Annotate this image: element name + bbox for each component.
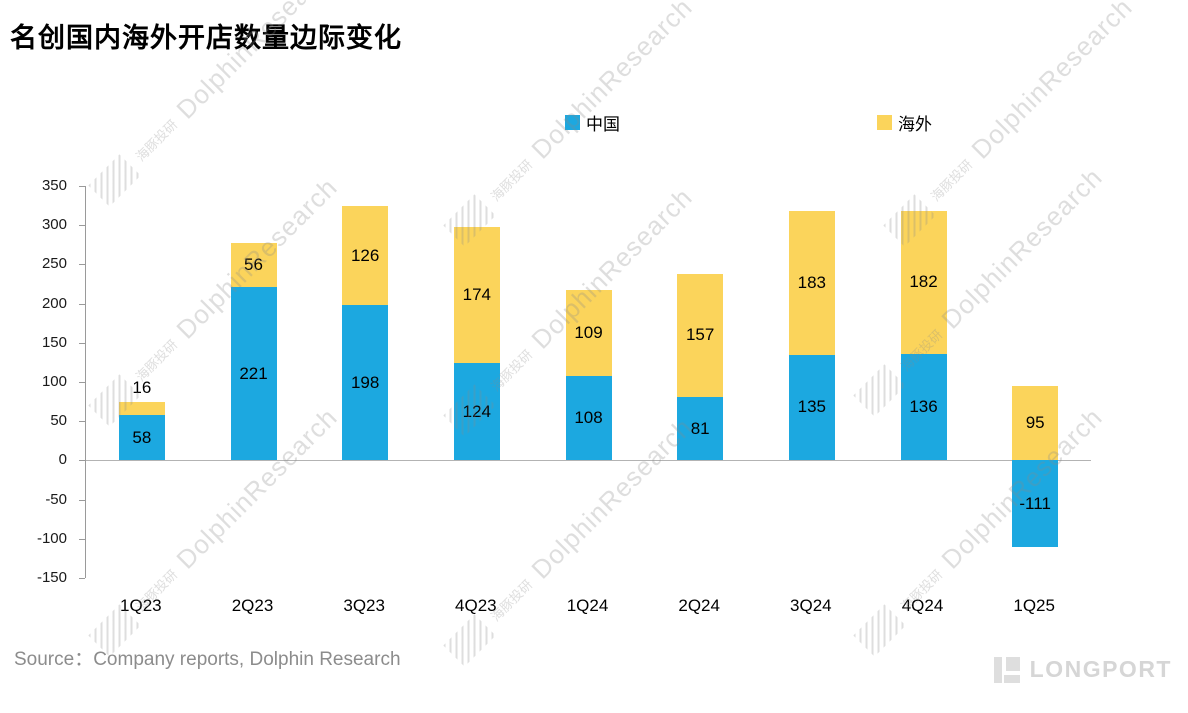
value-label-china-1Q24: 108 [574,408,603,428]
y-axis-label-250: 250 [41,255,67,273]
bar-segment-china-4Q23 [453,363,500,461]
watermark-en-text: DolphinResearch [525,0,698,165]
y-axis: 350 300 250 200 150 100 50 0 -50 -100 -150 [0,177,85,586]
legend-item-china: 中国 [565,110,620,135]
bar-segment-china-1Q25 [1012,460,1059,548]
value-label-overseas-3Q24: 183 [797,272,827,292]
y-axis-label-300: 300 [41,216,67,234]
value-label-china-4Q24: 136 [909,397,938,417]
longport-logo: LONGPORT [993,656,1172,683]
x-axis-label-3Q24: 3Q24 [790,596,832,615]
x-axis-label-1Q24: 1Q24 [566,596,609,615]
y-axis-tick [79,421,85,423]
y-axis-label-50: 50 [50,412,67,430]
y-axis-label--50: -50 [45,490,67,508]
zero-line [86,459,1091,461]
watermark-en-text: DolphinResearch [965,0,1138,165]
value-label-china-3Q23: 198 [350,372,380,392]
bar-segment-china-1Q23 [118,414,165,461]
bar-segment-overseas-1Q23 [118,402,165,415]
bar-segment-overseas-4Q24 [900,211,947,354]
bar-segment-china-3Q24 [788,354,835,461]
legend-label-overseas: 海外 [898,115,932,134]
legend-swatch-overseas-icon [877,115,892,130]
y-axis-tick [79,264,85,266]
value-label-overseas-3Q23: 126 [350,245,380,265]
value-label-china-2Q24: 81 [690,418,710,438]
value-label-china-1Q23: 58 [132,427,152,447]
y-axis-tick [79,460,85,462]
value-label-overseas-4Q24: 182 [909,272,938,292]
value-label-overseas-1Q23: 16 [132,378,152,398]
bar-segment-china-2Q23 [230,287,277,461]
y-axis-tick [79,342,85,344]
plot-area: 58 16 221 56 198 126 124 174 108 109 81 157 135 183 13… [85,186,1091,578]
legend-item-overseas: 海外 [877,110,932,135]
bar-segment-china-2Q24 [677,396,724,461]
x-axis-label-4Q24: 4Q24 [901,596,944,615]
value-label-overseas-1Q24: 109 [574,323,603,342]
value-label-china-1Q25: -111 [1019,493,1051,513]
bar-segment-overseas-1Q24 [565,290,612,376]
bar-segment-overseas-1Q25 [1012,385,1059,461]
source-text: Source：Company reports, Dolphin Research [14,649,401,670]
bar-segment-overseas-3Q24 [788,211,835,355]
legend-label-china: 中国 [586,115,620,134]
y-axis-label--150: -150 [36,569,67,586]
value-label-overseas-2Q23: 56 [244,255,263,275]
y-axis-label--100: -100 [36,529,67,547]
chart-title: 名创国内海外开店数量边际变化 [10,23,402,53]
y-axis-tick [79,499,85,501]
y-axis-tick [79,186,85,187]
x-axis-label-2Q23: 2Q23 [231,596,274,615]
bar-segment-overseas-2Q23 [230,243,277,288]
bar-segment-china-4Q24 [900,353,947,461]
y-axis-label-200: 200 [41,294,67,312]
value-label-overseas-2Q24: 157 [685,325,715,345]
y-axis-tick [79,538,85,540]
bar-segment-overseas-3Q23 [342,206,389,306]
x-axis-label-1Q25: 1Q25 [1013,596,1055,615]
y-axis-tick [79,382,85,383]
bar-segment-china-3Q23 [342,305,389,461]
y-axis-tick [79,303,85,305]
x-axis-label-2Q24: 2Q24 [678,596,720,615]
y-axis-label-100: 100 [41,373,67,390]
x-axis-label-3Q23: 3Q23 [343,596,385,615]
value-label-china-4Q23: 124 [462,401,492,421]
value-label-overseas-1Q25: 95 [1025,413,1045,433]
x-axis-label-4Q23: 4Q23 [455,596,497,615]
value-label-china-3Q24: 135 [797,397,827,417]
watermark-zh-text: 海豚投研 [132,116,180,164]
value-label-china-2Q23: 221 [239,363,268,383]
legend-swatch-china-icon [565,115,580,130]
x-axis: 1Q23 2Q23 3Q23 4Q23 1Q24 2Q24 3Q24 4Q24 1Q25 [85,596,1090,626]
y-axis-label-150: 150 [41,333,67,351]
y-axis-label-350: 350 [41,177,67,194]
longport-logo-icon [993,656,1020,683]
y-axis-label-0: 0 [58,451,67,469]
bar-segment-overseas-4Q23 [453,226,500,364]
bar-segment-china-1Q24 [565,375,612,461]
x-axis-label-1Q23: 1Q23 [120,596,162,615]
longport-logo-text: LONGPORT [1029,656,1172,682]
value-label-overseas-4Q23: 174 [462,284,492,304]
y-axis-tick [79,578,85,579]
y-axis-tick [79,225,85,227]
bar-segment-overseas-2Q24 [677,273,724,397]
